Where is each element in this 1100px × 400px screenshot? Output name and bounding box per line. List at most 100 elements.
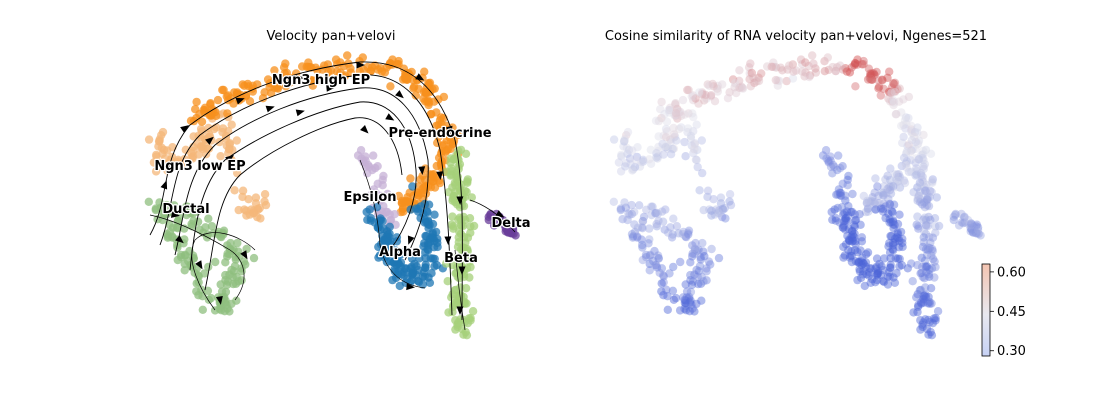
cell-point <box>690 307 699 316</box>
cell-point <box>933 307 943 316</box>
cell-point <box>690 140 699 149</box>
cell-point <box>971 229 981 238</box>
cell-point <box>694 99 703 108</box>
cell-point <box>242 244 251 254</box>
cell-point <box>949 215 958 225</box>
cell-point <box>890 234 900 243</box>
cell-point <box>902 157 911 166</box>
cell-point <box>850 233 859 242</box>
cell-point <box>916 194 925 204</box>
cell-point <box>618 215 627 224</box>
cell-point <box>890 220 899 230</box>
cell-point <box>856 246 865 255</box>
cell-point <box>683 124 693 133</box>
cell-point <box>230 261 240 271</box>
cell-point <box>395 281 404 291</box>
left-panel-title: Velocity pan+velovi <box>266 29 395 44</box>
cell-point <box>653 152 663 161</box>
cell-point <box>920 160 930 169</box>
cell-point <box>924 292 933 302</box>
cell-point <box>641 250 651 260</box>
cell-point <box>887 89 896 98</box>
cell-point <box>840 251 850 260</box>
colorbar-ticks: 0.30 0.45 0.60 <box>990 265 1026 359</box>
cell-point <box>669 295 679 304</box>
cell-point <box>914 192 923 201</box>
cell-point <box>886 260 895 269</box>
cell-point <box>653 209 663 218</box>
cell-point <box>874 84 883 93</box>
cell-point <box>693 272 702 282</box>
velocity-arrow <box>225 154 234 163</box>
cell-point <box>870 188 879 197</box>
cell-point <box>889 98 899 107</box>
cell-point <box>629 165 638 174</box>
cell-point <box>913 140 922 149</box>
cell-point <box>904 140 913 149</box>
cell-point <box>853 247 862 257</box>
cell-point <box>652 149 661 158</box>
cell-point <box>658 217 668 226</box>
cell-point <box>851 257 860 266</box>
cell-point <box>451 298 461 307</box>
cell-point <box>868 197 877 206</box>
cell-point <box>963 215 973 225</box>
cell-point <box>258 94 268 103</box>
velocity-arrow <box>160 180 168 190</box>
cell-point <box>843 231 852 241</box>
cell-point <box>918 242 928 252</box>
cell-point <box>923 195 932 204</box>
cell-point <box>144 135 154 144</box>
cell-point <box>430 262 439 271</box>
cell-point <box>628 232 638 241</box>
cell-point <box>149 158 159 167</box>
cell-point <box>782 76 791 86</box>
cell-point <box>616 205 625 215</box>
cluster-label: Ngn3 low EP <box>154 159 245 174</box>
cell-point <box>225 244 234 253</box>
cell-point <box>859 266 868 276</box>
cell-point <box>633 143 642 152</box>
cell-point <box>826 162 836 171</box>
cell-point <box>873 275 882 285</box>
cell-point <box>725 190 735 199</box>
cell-point <box>686 276 695 285</box>
cell-point <box>392 233 402 242</box>
cell-point <box>725 88 734 97</box>
velocity-arrow <box>444 236 452 245</box>
cell-point <box>892 170 902 179</box>
cell-point <box>401 264 411 273</box>
cell-point <box>669 262 678 272</box>
velocity-scatter-points <box>144 51 520 340</box>
cell-point <box>863 204 873 213</box>
cell-point <box>831 213 840 223</box>
cell-point <box>886 182 896 191</box>
cell-point <box>692 265 701 275</box>
cell-point <box>824 158 833 167</box>
cell-point <box>684 294 693 303</box>
cell-point <box>910 132 919 142</box>
cell-point <box>746 59 755 68</box>
cell-point <box>624 209 633 218</box>
cell-point <box>885 238 894 248</box>
cell-point <box>302 62 311 71</box>
cluster-label: Beta <box>444 251 478 266</box>
cell-point <box>703 80 712 89</box>
cell-point <box>467 193 476 202</box>
cell-point <box>969 227 978 237</box>
cell-point <box>920 274 929 283</box>
cell-point <box>922 221 931 230</box>
cell-point <box>788 60 797 69</box>
cell-point <box>702 267 711 276</box>
cell-point <box>839 210 848 219</box>
cell-point <box>879 204 888 213</box>
cell-point <box>435 116 445 125</box>
cell-point <box>844 171 853 181</box>
cell-point <box>931 222 940 231</box>
cell-point <box>424 182 433 191</box>
cell-point <box>913 123 922 132</box>
cell-point <box>888 216 898 225</box>
cell-point <box>696 253 705 262</box>
cell-point <box>702 94 711 103</box>
cell-point <box>914 155 924 164</box>
